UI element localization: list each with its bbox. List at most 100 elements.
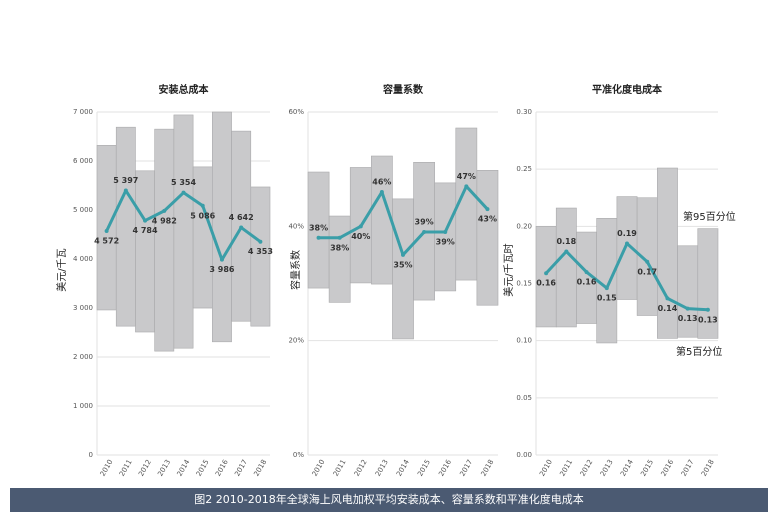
x-tick-label: 2017 [458, 458, 474, 477]
y-tick-label: 0.15 [516, 280, 532, 288]
point [584, 270, 589, 275]
x-tick-label: 2012 [579, 458, 595, 477]
value-label: 35% [393, 260, 412, 269]
value-label: 39% [415, 218, 434, 227]
x-tick-label: 2017 [680, 458, 696, 477]
percentile-band [371, 155, 393, 285]
value-label: 0.16 [577, 278, 597, 287]
percentile-band [328, 215, 351, 303]
value-label: 0.14 [658, 304, 678, 313]
point [162, 208, 167, 213]
value-label: 38% [330, 243, 349, 252]
point [379, 190, 384, 195]
x-tick-label: 2014 [176, 458, 192, 478]
y-tick-label: 60% [288, 108, 304, 116]
value-label: 39% [436, 238, 455, 247]
y-tick-label: 20% [288, 337, 304, 345]
x-tick-label: 2010 [311, 458, 327, 477]
y-tick-label: 7 000 [73, 108, 93, 116]
value-label: 4 784 [133, 226, 158, 235]
y-tick-label: 0 [89, 451, 93, 459]
x-tick-label: 2014 [395, 458, 411, 478]
value-label: 4 982 [152, 216, 177, 225]
x-tick-label: 2017 [233, 458, 249, 477]
x-tick-label: 2010 [99, 458, 115, 477]
x-tick-label: 2018 [480, 458, 496, 477]
x-tick-label: 2013 [156, 458, 172, 477]
y-tick-label: 5 000 [73, 206, 93, 214]
point [316, 235, 321, 240]
y-tick-label: 1 000 [73, 402, 93, 410]
percentile-band [535, 226, 557, 328]
x-tick-label: 2016 [660, 458, 676, 478]
x-tick-label: 2016 [214, 458, 230, 478]
y-tick-label: 6 000 [73, 157, 93, 165]
y-tick-label: 0.20 [516, 222, 532, 230]
percentile-band [476, 170, 499, 306]
value-label: 46% [372, 178, 391, 187]
x-tick-label: 2015 [639, 458, 655, 477]
point [358, 224, 363, 229]
annotation: 第5百分位 [676, 345, 722, 358]
y-tick-label: 40% [288, 222, 304, 230]
value-label: 38% [309, 223, 328, 232]
x-tick-label: 2012 [137, 458, 153, 477]
point [401, 252, 405, 257]
point [181, 190, 186, 195]
value-label: 3 986 [209, 265, 234, 274]
percentile-band [250, 186, 271, 327]
point [705, 307, 710, 312]
point [604, 286, 609, 291]
point [485, 207, 490, 212]
y-axis-label: 美元/千瓦时 [502, 243, 515, 296]
percentile-band [135, 170, 155, 333]
percentile-band [154, 128, 175, 352]
value-label: 0.19 [617, 229, 637, 238]
x-tick-label: 2013 [374, 458, 390, 477]
value-label: 0.16 [536, 279, 556, 288]
y-tick-label: 0.10 [516, 337, 532, 345]
percentile-band [192, 166, 213, 309]
x-tick-label: 2011 [558, 458, 574, 477]
value-label: 43% [478, 215, 497, 224]
x-tick-label: 2010 [538, 458, 554, 477]
point [143, 218, 148, 223]
x-tick-label: 2015 [195, 458, 211, 477]
y-tick-label: 0.25 [516, 165, 532, 173]
chart-title: 安装总成本 [159, 83, 210, 96]
chart-title: 平准化度电成本 [592, 83, 663, 96]
point [258, 239, 263, 244]
x-tick-label: 2011 [118, 458, 134, 477]
percentile-band [677, 245, 699, 338]
value-label: 4 353 [248, 247, 273, 256]
point [443, 230, 448, 235]
y-tick-label: 0.00 [516, 451, 532, 459]
point [219, 257, 224, 262]
point [564, 249, 569, 254]
point [123, 188, 128, 193]
value-label: 47% [457, 172, 476, 181]
point [104, 228, 109, 233]
point [239, 225, 244, 230]
point [685, 306, 690, 311]
y-axis-label: 美元/千瓦 [55, 248, 68, 291]
caption: 图2 2010-2018年全球海上风电加权平均安装成本、容量系数和平准化度电成本 [194, 492, 583, 506]
point [464, 184, 469, 189]
value-label: 0.18 [556, 237, 576, 246]
percentile-band [212, 111, 232, 343]
point [645, 259, 650, 264]
value-label: 0.13 [678, 314, 698, 323]
y-tick-label: 2 000 [73, 353, 93, 361]
percentile-band [173, 114, 194, 349]
value-label: 4 572 [94, 236, 119, 245]
y-tick-label: 0% [293, 451, 304, 459]
value-label: 0.13 [698, 315, 718, 324]
annotation: 第95百分位 [683, 210, 736, 223]
value-label: 0.17 [637, 267, 657, 276]
caption-bar [10, 488, 768, 512]
y-tick-label: 3 000 [73, 304, 93, 312]
y-axis-label: 容量系数 [289, 250, 302, 290]
x-tick-label: 2015 [416, 458, 432, 477]
